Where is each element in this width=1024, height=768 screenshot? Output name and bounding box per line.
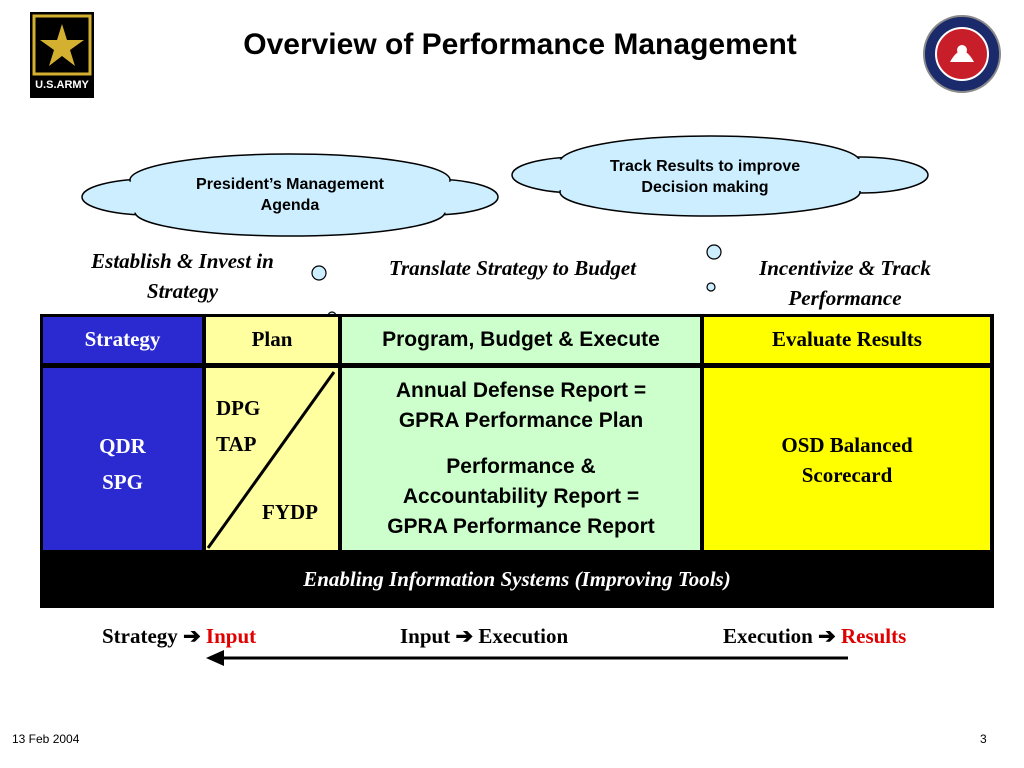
flow-input2-label: Input [400,624,451,648]
program-performance-line-2: Accountability Report = [402,485,640,508]
evaluate-cell: OSD Balanced Scorecard [704,368,990,550]
cloud-right-line-2: Decision making [641,179,769,196]
header-evaluate: Evaluate Results [704,317,990,363]
footer-page-number: 3 [980,732,987,746]
army-logo: U.S.ARMY [30,12,94,98]
plan-item-dpg: DPG [216,396,261,420]
program-cell: Annual Defense Report = GPRA Performance… [342,368,700,550]
plan-diagonal-line [206,371,336,549]
caption-translate: Translate Strategy to Budget [388,256,637,280]
cloud-left-line-1: President’s Management [196,176,384,193]
plan-cell: DPG TAP FYDP [206,368,338,550]
strategy-item-spg: SPG [102,470,143,494]
caption-incentivize-line-1: Incentivize & Track [759,256,931,280]
cloud-right-line-1: Track Results to improve [609,158,801,175]
header-program: Program, Budget & Execute [342,317,700,363]
header-strategy: Strategy [43,317,202,363]
plan-item-fydp: FYDP [262,500,318,524]
flow-arrow-3: ➔ [818,624,836,648]
caption-establish: Establish & Invest in Strategy [55,246,310,306]
cloud-presidents-agenda: President’s Management Agenda [80,150,500,240]
flow-execution-results: Execution ➔ Results [723,624,906,649]
evaluate-item-line-1: OSD Balanced [781,433,913,457]
flow-arrow-2: ➔ [455,624,474,648]
flow-execution2-label: Execution [723,624,813,648]
program-performance-line-3: GPRA Performance Report [387,515,655,538]
header-plan: Plan [206,317,338,363]
footer-date: 13 Feb 2004 [12,732,80,746]
caption-incentivize: Incentivize & Track Performance [720,253,970,313]
program-annual-line-2: GPRA Performance Plan [398,409,644,432]
flow-arrow-1: ➔ [183,624,201,648]
caption-incentivize-line-2: Performance [788,286,902,310]
strategy-item-qdr: QDR [99,434,146,458]
flow-strategy-input: Strategy ➔ Input [102,624,256,649]
program-performance-line-1: Performance & [446,455,596,478]
caption-establish-line-2: Strategy [146,279,219,303]
plan-item-tap: TAP [216,432,257,456]
flow-input-label: Input [205,624,257,648]
caption-establish-line-1: Establish & Invest in [91,249,274,273]
asa-seal [922,14,1002,94]
flow-results-label: Results [840,624,907,648]
performance-table: Strategy Plan Program, Budget & Execute … [40,314,994,608]
strategy-cell: QDR SPG [43,368,202,550]
flow-execution-label: Execution [478,624,569,648]
flow-input-execution: Input ➔ Execution [400,624,568,649]
army-logo-text: U.S.ARMY [35,79,89,91]
feedback-arrow [206,650,848,666]
page-title: Overview of Performance Management [243,28,797,61]
flow-strategy-label: Strategy [102,624,178,648]
program-annual-line-1: Annual Defense Report = [395,379,647,402]
enabling-systems-bar: Enabling Information Systems (Improving … [40,554,994,608]
evaluate-item-line-2: Scorecard [801,463,893,487]
cloud-track-results: Track Results to improve Decision making [510,132,930,222]
cloud-left-line-2: Agenda [260,197,320,214]
